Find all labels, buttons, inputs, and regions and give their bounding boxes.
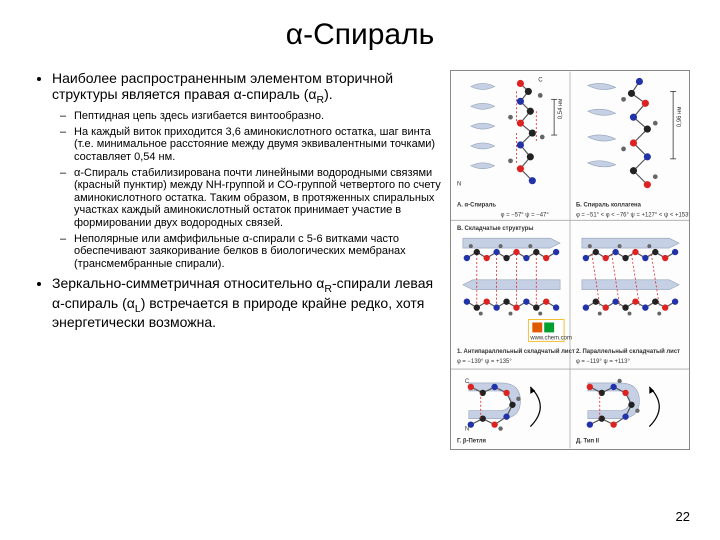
panel-b-measure: 0,96 нм	[677, 107, 683, 128]
bullet-1-text: Наиболее распространенным элементом втор…	[52, 70, 393, 102]
svg-text:C: C	[538, 78, 543, 84]
bullet-1: Наиболее распространенным элементом втор…	[52, 70, 442, 271]
panel-a-measure: 0,54 нм	[558, 99, 564, 120]
panel-h-label: Д. Тип II	[576, 438, 599, 444]
panel-c2-angles: φ = −119° ψ = +113°	[576, 359, 631, 365]
panel-b-angles: φ = −51° < φ < −76° ψ = +127° < ψ < +153…	[576, 212, 690, 218]
bullet-1-tail: ).	[324, 86, 333, 102]
panel-c1-label: 1. Антипараллельный складчатый лист	[457, 348, 575, 355]
panel-c1-angles: φ = −139° ψ = +135°	[457, 359, 512, 365]
subbullet-3: α-Спираль стабилизирована почти линейным…	[74, 167, 442, 230]
text-column: Наиболее распространенным элементом втор…	[30, 70, 442, 455]
panel-d-label: В. Складчатые структуры	[457, 226, 533, 232]
slide: α-Спираль Наиболее распространенным элем…	[0, 0, 720, 540]
bullet-list-level2: Пептидная цепь здесь изгибается винтообр…	[52, 110, 442, 271]
svg-text:C: C	[465, 379, 470, 385]
svg-text:N: N	[465, 427, 469, 433]
panel-a: 0,54 нм N C А. α-Спираль φ = −57° ψ = −4…	[457, 78, 564, 219]
panel-g: N C Г. β-Петля	[457, 379, 540, 444]
panel-c-right: 2. Параллельный складчатый лист φ = −119…	[576, 238, 680, 365]
structure-figure: 0,54 нм N C А. α-Спираль φ = −57° ψ = −4…	[450, 70, 690, 450]
panel-b-label: Б. Спираль коллагена	[576, 202, 642, 208]
bullet-list-level1: Наиболее распространенным элементом втор…	[30, 70, 442, 330]
bullet-1-sub: R	[317, 94, 325, 106]
bullet-2-a: Зеркально-симметричная относительно α	[52, 275, 324, 291]
bullet-2-sub1: R	[324, 282, 332, 294]
panel-h: Д. Тип II	[576, 379, 659, 445]
bullet-2: Зеркально-симметричная относительно αR-с…	[52, 275, 442, 331]
figure-column: 0,54 нм N C А. α-Спираль φ = −57° ψ = −4…	[450, 70, 690, 455]
panel-g-label: Г. β-Петля	[457, 438, 487, 444]
panel-a-label: А. α-Спираль	[457, 202, 496, 208]
slide-title: α-Спираль	[30, 18, 690, 52]
slide-body: Наиболее распространенным элементом втор…	[30, 70, 690, 455]
panel-b: 0,96 нм Б. Спираль коллагена φ = −51° < …	[576, 78, 690, 218]
panel-c2-label: 2. Параллельный складчатый лист	[576, 348, 680, 355]
svg-text:N: N	[457, 182, 461, 188]
subbullet-1: Пептидная цепь здесь изгибается винтообр…	[74, 110, 442, 123]
subbullet-2: На каждый виток приходится 3,6 аминокисл…	[74, 126, 442, 164]
panel-a-angles: φ = −57° ψ = −47°	[501, 212, 550, 218]
subbullet-4: Неполярные или амфифильные α-спирали с 5…	[74, 233, 442, 271]
panel-c-left: www.chem.com 1. Антипараллельный складча…	[457, 238, 575, 365]
page-number: 22	[676, 509, 690, 524]
figure-watermark: www.chem.com	[529, 335, 572, 341]
